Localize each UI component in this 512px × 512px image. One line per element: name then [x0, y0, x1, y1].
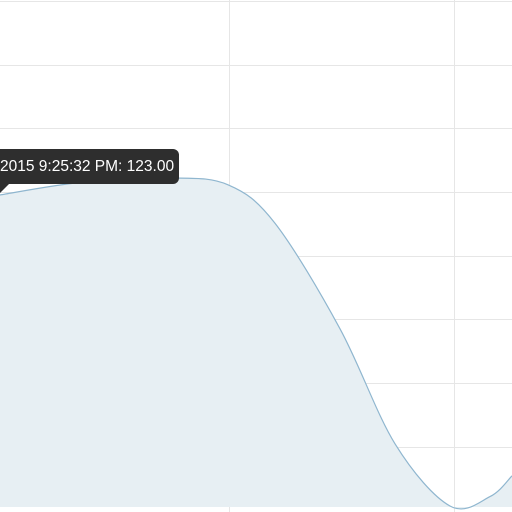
tooltip-pointer: [0, 184, 9, 193]
series-area: [0, 177, 512, 509]
data-point-tooltip: 2015 9:25:32 PM: 123.00: [0, 149, 180, 184]
